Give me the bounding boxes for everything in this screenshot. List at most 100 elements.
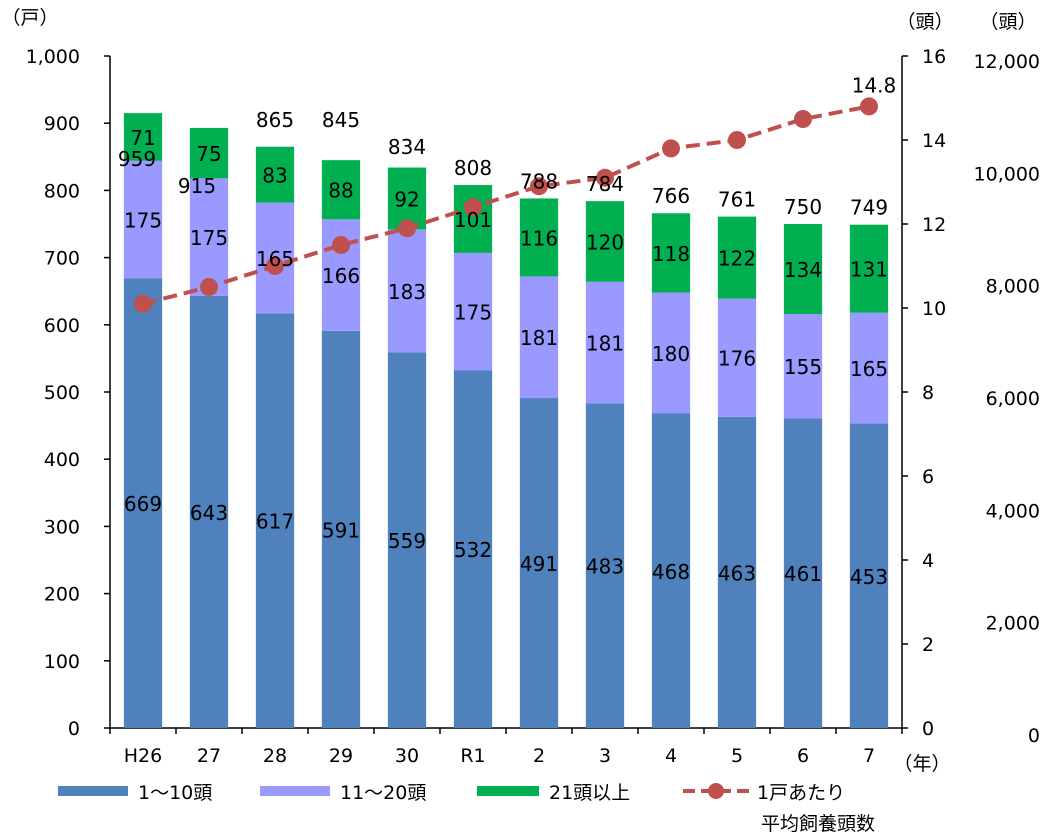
bar-value-label-series-3: 122: [718, 247, 756, 271]
bar-segment-series-2: [189, 178, 229, 296]
bar-segment-series-3: [651, 213, 691, 293]
bar-segment-series-3: [321, 160, 361, 220]
bar-value-label-series-3: 134: [784, 258, 822, 282]
bar-total-label: 915: [178, 174, 216, 198]
bar-segment-series-3: [717, 216, 757, 299]
bar-value-label-series-1: 559: [388, 529, 426, 553]
bar-value-label-series-2: 183: [388, 280, 426, 304]
bar-segment-series-1: [783, 418, 823, 728]
line-point: [200, 278, 218, 296]
bar-value-label-series-1: 463: [718, 561, 756, 585]
legend: 1～10頭 11～20頭 21頭以上 1戸あたり 平均飼養頭数: [58, 782, 875, 835]
y-right1-tick-label: 2: [922, 634, 934, 656]
bar-segment-series-3: [585, 201, 625, 282]
line-point: [794, 110, 812, 128]
x-tick-label: 28: [263, 745, 287, 767]
bar-value-label-series-1: 591: [322, 518, 360, 542]
bar-total-label: 959: [118, 147, 156, 171]
bar-value-label-series-2: 181: [586, 332, 624, 356]
bar-value-label-series-2: 165: [256, 247, 294, 271]
x-tick-label: 6: [797, 745, 809, 767]
bar-value-label-series-1: 669: [124, 492, 162, 516]
bar-total-label: 865: [256, 108, 294, 132]
y-left-tick-label: 400: [44, 449, 80, 471]
bar-segment-series-3: [783, 224, 823, 315]
line-value-label: 14.8: [852, 73, 897, 97]
y-left-tick-label: 200: [44, 584, 80, 606]
bar-segment-series-2: [453, 252, 493, 371]
line-point: [134, 294, 152, 313]
bar-segment-series-3: [519, 198, 559, 277]
line-point: [662, 139, 680, 158]
x-tick-label: 27: [197, 745, 221, 767]
y-left-tick-label: 0: [68, 718, 80, 740]
axes-group: 01002003004005006007008009001,0000246810…: [26, 46, 1040, 767]
y-right1-unit: （頭）: [896, 11, 953, 33]
x-tick-label: 7: [863, 745, 875, 767]
y-right2-unit: （頭）: [979, 11, 1036, 33]
line-series-path: [142, 104, 870, 306]
bar-segment-series-2: [717, 298, 757, 417]
bar-segment-series-2: [123, 160, 163, 279]
x-tick-label: 5: [731, 745, 743, 767]
bar-value-label-series-3: 101: [454, 208, 492, 232]
bar-segment-series-3: [387, 167, 427, 230]
bar-segment-series-1: [849, 423, 889, 728]
y-right2-tick-label: 8,000: [986, 276, 1040, 298]
legend-swatch-series-3: [477, 786, 539, 796]
y-right1-tick-label: 4: [922, 550, 934, 572]
bar-value-label-series-3: 131: [850, 258, 888, 282]
legend-swatch-series-1: [58, 786, 128, 796]
bar-value-label-series-2: 175: [124, 209, 162, 233]
bar-segment-series-1: [321, 330, 361, 728]
bar-value-label-series-2: 166: [322, 264, 360, 288]
y-left-unit: （戸）: [1, 7, 58, 29]
bar-value-label-series-3: 75: [196, 142, 221, 166]
y-left-tick-label: 600: [44, 315, 80, 337]
y-right2-tick-label: 10,000: [974, 163, 1040, 185]
bar-value-label-series-2: 165: [850, 357, 888, 381]
bar-segment-series-3: [123, 113, 163, 161]
bar-value-label-series-1: 491: [520, 552, 558, 576]
bar-value-label-series-1: 617: [256, 510, 294, 534]
bar-segment-series-2: [783, 314, 823, 419]
legend-label-series-3: 21頭以上: [549, 782, 630, 804]
bar-total-label: 834: [388, 135, 426, 159]
bar-value-label-series-1: 483: [586, 555, 624, 579]
line-point: [266, 257, 284, 275]
bar-value-label-series-3: 120: [586, 230, 624, 254]
bars-group: [123, 113, 889, 728]
bar-segment-series-2: [519, 276, 559, 399]
bar-value-label-series-3: 92: [394, 187, 419, 211]
bar-segment-series-3: [255, 146, 295, 203]
y-right1-tick-label: 12: [922, 214, 946, 236]
bar-value-label-series-3: 71: [130, 126, 155, 150]
y-right2-tick-label: 4,000: [986, 500, 1040, 522]
line-point: [398, 219, 416, 238]
x-tick-label: 4: [665, 745, 677, 767]
x-axis-unit: （年）: [893, 753, 950, 775]
x-tick-label: R1: [460, 745, 485, 767]
plot-area: [109, 56, 903, 729]
y-left-tick-label: 100: [44, 651, 80, 673]
line-series-group: [134, 97, 878, 313]
y-left-tick-label: 1,000: [26, 46, 80, 68]
bar-value-label-series-3: 118: [652, 242, 690, 266]
bar-value-label-series-2: 181: [520, 326, 558, 350]
y-left-tick-label: 700: [44, 248, 80, 270]
bar-segment-series-2: [651, 292, 691, 414]
y-right2-tick-label: 6,000: [986, 388, 1040, 410]
x-tick-label: H26: [124, 745, 162, 767]
bar-segment-series-2: [585, 281, 625, 404]
line-point: [596, 168, 614, 187]
bar-value-label-series-3: 116: [520, 226, 558, 250]
legend-label-line-1: 1戸あたり: [757, 782, 845, 804]
bar-total-label: 808: [454, 156, 492, 180]
bar-segment-series-2: [849, 312, 889, 424]
line-point: [332, 236, 350, 254]
line-point: [728, 131, 746, 149]
legend-marker-line: [708, 783, 724, 799]
x-tick-label: 2: [533, 745, 545, 767]
y-right1-tick-label: 10: [922, 298, 946, 320]
